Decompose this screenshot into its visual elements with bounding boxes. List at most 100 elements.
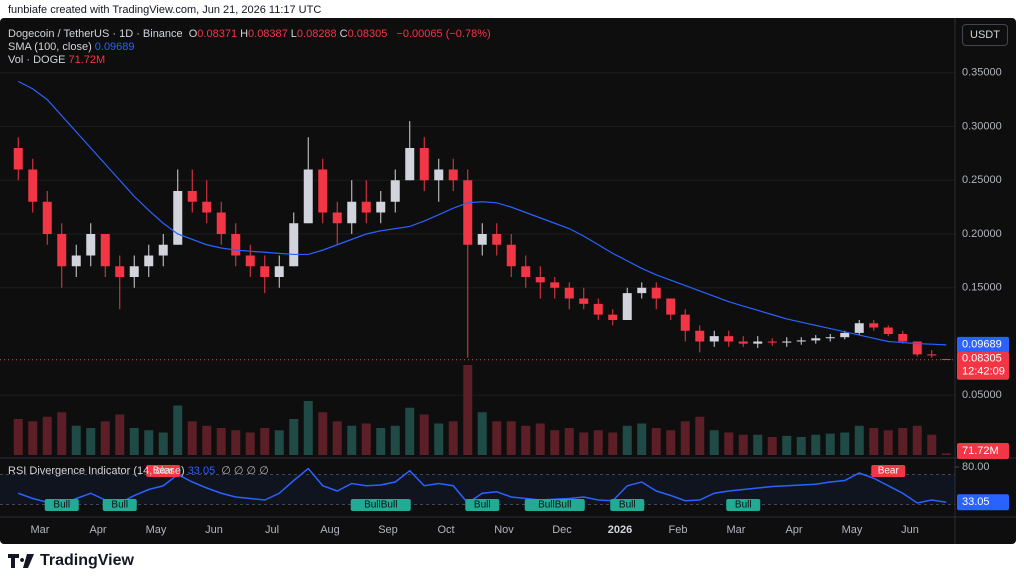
currency-button[interactable]: USDT <box>962 24 1008 46</box>
volume-bar <box>608 432 618 455</box>
volume-bar <box>840 432 850 455</box>
volume-bar <box>115 414 125 455</box>
candle-body <box>550 282 560 288</box>
candle-body <box>622 293 632 320</box>
volume-bar <box>492 421 502 455</box>
candle-body <box>434 169 444 181</box>
bull-label-bg <box>610 499 645 511</box>
symbol-legend: Dogecoin / TetherUS · 1D · Binance O 0.08… <box>8 28 494 40</box>
candle-body <box>216 212 226 234</box>
volume-bar <box>376 428 386 455</box>
sma-name: SMA (100, close) <box>8 41 92 53</box>
candle-body <box>57 234 67 267</box>
chart-pane <box>0 18 1016 544</box>
symbol: Dogecoin / TetherUS · 1D · Binance <box>8 28 183 40</box>
volume-bar <box>666 430 676 455</box>
volume-bar <box>318 412 328 455</box>
change: −0.00065 (−0.78%) <box>396 28 491 40</box>
x-tick-label: 2026 <box>608 524 632 536</box>
countdown: 12:42:09 <box>962 366 1005 378</box>
candle-body <box>535 277 545 283</box>
candle-body <box>840 332 850 338</box>
volume-bar <box>347 425 357 455</box>
candle-body <box>825 337 835 339</box>
volume-bar <box>448 421 458 455</box>
volume-bar <box>680 421 690 455</box>
candle-body <box>506 244 516 267</box>
x-tick-label: Feb <box>669 524 688 536</box>
volume-bar <box>390 425 400 455</box>
volume-bar <box>303 401 313 455</box>
sma-line <box>17 80 947 346</box>
y-tick-label: 0.25000 <box>962 174 1002 186</box>
bull-label-bg <box>465 499 500 511</box>
y-tick-label: 0.35000 <box>962 67 1002 79</box>
volume-bar <box>187 421 197 455</box>
bull-label: Bull <box>474 500 491 511</box>
candle-body <box>28 169 38 202</box>
candle-body <box>390 180 400 202</box>
bull-label-bg <box>524 499 585 511</box>
bear-label: Bear <box>153 466 175 477</box>
x-tick-label: Mar <box>727 524 746 536</box>
ohlc-value: 0.08387 <box>248 28 288 40</box>
volume-bar <box>622 425 632 455</box>
candle-body <box>289 223 299 267</box>
volume-bar <box>289 419 299 455</box>
candle-body <box>260 266 270 277</box>
vol-legend: Vol · DOGE 71.72M <box>8 54 108 66</box>
bull-label-bg <box>350 499 411 511</box>
bull-label: Bull <box>619 500 636 511</box>
candle-body <box>405 148 415 181</box>
candle-body <box>158 244 168 256</box>
volume-bar <box>637 423 647 455</box>
volume-bar <box>811 434 821 455</box>
candle-body <box>782 341 792 343</box>
ohlc-key: O <box>188 28 198 40</box>
volume-bar <box>245 432 255 455</box>
volume-bar <box>361 423 371 455</box>
bull-label-bg <box>102 499 137 511</box>
candle-body <box>86 234 96 256</box>
candle-body <box>608 314 618 320</box>
candle-body <box>361 201 371 213</box>
volume-bar <box>13 419 23 455</box>
candle-body <box>42 201 52 234</box>
volume-bar <box>883 430 893 455</box>
y-tick-label: 0.30000 <box>962 120 1002 132</box>
y-tick-label: 0.20000 <box>962 228 1002 240</box>
candle-body <box>129 266 139 277</box>
volume-bar <box>753 434 763 455</box>
x-tick-label: Apr <box>89 524 106 536</box>
ohlc-value: 0.08288 <box>296 28 337 40</box>
volume-bar <box>405 407 415 455</box>
candle-body <box>13 148 23 170</box>
volume-bar <box>854 425 864 455</box>
rsi-tick-label: 80.00 <box>962 461 990 473</box>
volume-bar <box>564 428 574 455</box>
candle-body <box>898 333 908 342</box>
bull-label: BullBull <box>364 500 397 511</box>
bull-label-bg <box>726 499 761 511</box>
candle-body <box>477 234 487 245</box>
bull-label-bg <box>44 499 79 511</box>
volume-bar <box>724 432 734 455</box>
volume-bar <box>695 416 705 455</box>
volume-bar <box>927 434 937 455</box>
x-tick-label: Apr <box>785 524 802 536</box>
x-tick-label: Aug <box>320 524 340 536</box>
candle-body <box>448 169 458 181</box>
rsi-name: RSI Divergence Indicator (14, close) <box>8 465 185 477</box>
volume-bar <box>231 430 241 455</box>
bull-label: Bull <box>735 500 752 511</box>
volume-bar <box>274 430 284 455</box>
x-tick-label: Nov <box>494 524 514 536</box>
volume-bar <box>796 437 806 455</box>
x-tick-label: Oct <box>437 524 454 536</box>
candle-body <box>637 287 647 294</box>
price-badge <box>957 351 1009 380</box>
candle-body <box>564 287 574 299</box>
sma-legend: SMA (100, close) 0.09689 <box>8 41 138 53</box>
volume-bar <box>419 414 429 455</box>
